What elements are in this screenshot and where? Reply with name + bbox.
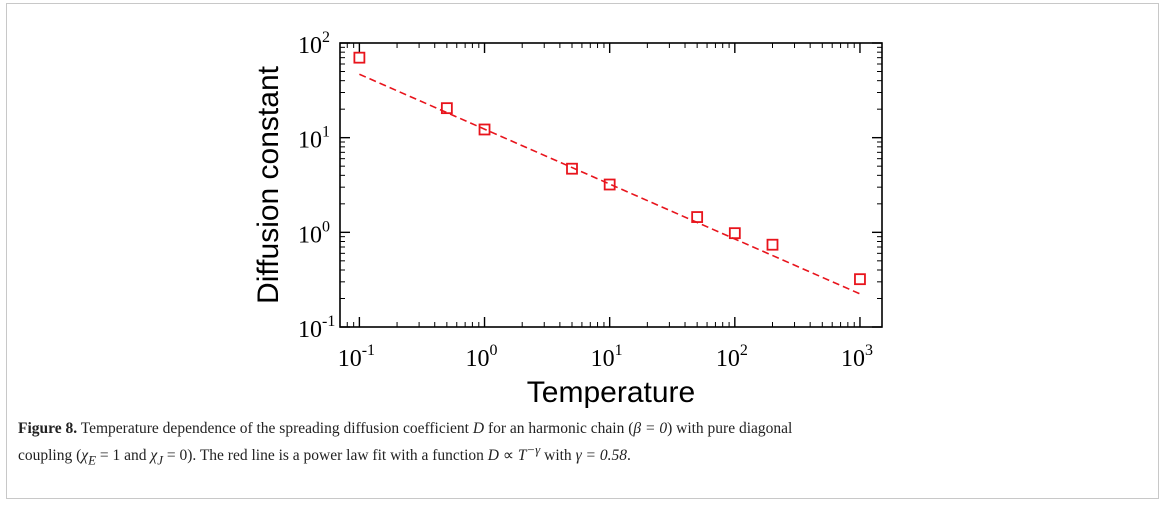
data-point bbox=[353, 51, 366, 64]
x-tick-label: 101 bbox=[591, 342, 623, 372]
data-markers bbox=[353, 51, 866, 286]
caption-text: ). The red line is a power law fit with … bbox=[187, 447, 488, 465]
caption-text: with bbox=[540, 447, 576, 465]
x-tick-label: 102 bbox=[716, 342, 748, 372]
data-point bbox=[603, 178, 616, 191]
caption-math-sub-e: E bbox=[88, 452, 96, 468]
data-point bbox=[566, 162, 578, 175]
figure-caption: Figure 8. Temperature dependence of the … bbox=[18, 418, 1138, 470]
data-point bbox=[854, 273, 866, 286]
caption-math-value: = 1 bbox=[96, 447, 121, 465]
x-axis-title: Temperature bbox=[527, 376, 695, 409]
caption-math-chi-j: χ bbox=[150, 447, 158, 465]
caption-math-sub-j: J bbox=[157, 452, 163, 468]
x-tick-label: 100 bbox=[466, 342, 498, 372]
x-tick-label: 10-1 bbox=[338, 342, 375, 372]
data-point bbox=[478, 123, 491, 136]
caption-text: and bbox=[120, 447, 151, 465]
caption-math-prop: ∝ bbox=[499, 447, 518, 465]
caption-math-chi-e: χ bbox=[81, 447, 89, 465]
y-tick-label: 100 bbox=[298, 218, 330, 248]
x-tick-exponent: -1 bbox=[362, 342, 375, 359]
y-tick-exponent: -1 bbox=[322, 313, 335, 330]
data-point bbox=[728, 227, 741, 240]
minor-ticks bbox=[339, 43, 882, 327]
x-tick-label: 103 bbox=[841, 342, 873, 372]
caption-text: . bbox=[627, 447, 631, 465]
caption-math-D: D bbox=[487, 447, 499, 465]
power-law-fit-line bbox=[359, 73, 861, 295]
caption-math-beta: β = 0 bbox=[633, 420, 668, 437]
y-axis-title: Diffusion constant bbox=[252, 65, 285, 304]
caption-text: ) with pure diagonal bbox=[667, 420, 793, 437]
figure-frame bbox=[6, 3, 1159, 499]
x-tick-exponent: 1 bbox=[615, 342, 623, 359]
plot-frame bbox=[339, 42, 883, 328]
caption-math-D: D bbox=[472, 420, 485, 437]
x-tick-exponent: 2 bbox=[740, 342, 748, 359]
y-tick-exponent: 1 bbox=[322, 124, 330, 141]
y-tick-label: 102 bbox=[298, 29, 330, 59]
y-tick-label: 10-1 bbox=[298, 313, 335, 343]
caption-math-gamma: γ = 0.58 bbox=[575, 447, 628, 465]
data-point bbox=[766, 238, 779, 251]
caption-text: coupling ( bbox=[18, 447, 82, 465]
caption-math-T: T bbox=[517, 447, 527, 465]
caption-text: for an harmonic chain ( bbox=[484, 420, 634, 437]
data-point bbox=[691, 211, 704, 223]
y-tick-exponent: 0 bbox=[322, 218, 330, 235]
figure-label: Figure 8. bbox=[18, 420, 78, 437]
caption-text: Temperature dependence of the spreading … bbox=[77, 420, 473, 437]
y-tick-label: 101 bbox=[298, 124, 330, 154]
caption-math-exp: −γ bbox=[526, 442, 541, 457]
caption-math-value: = 0 bbox=[162, 447, 188, 465]
y-tick-exponent: 2 bbox=[322, 29, 330, 46]
x-tick-exponent: 0 bbox=[490, 342, 498, 359]
x-tick-exponent: 3 bbox=[865, 342, 873, 359]
major-ticks bbox=[340, 42, 882, 328]
data-point bbox=[440, 102, 453, 115]
